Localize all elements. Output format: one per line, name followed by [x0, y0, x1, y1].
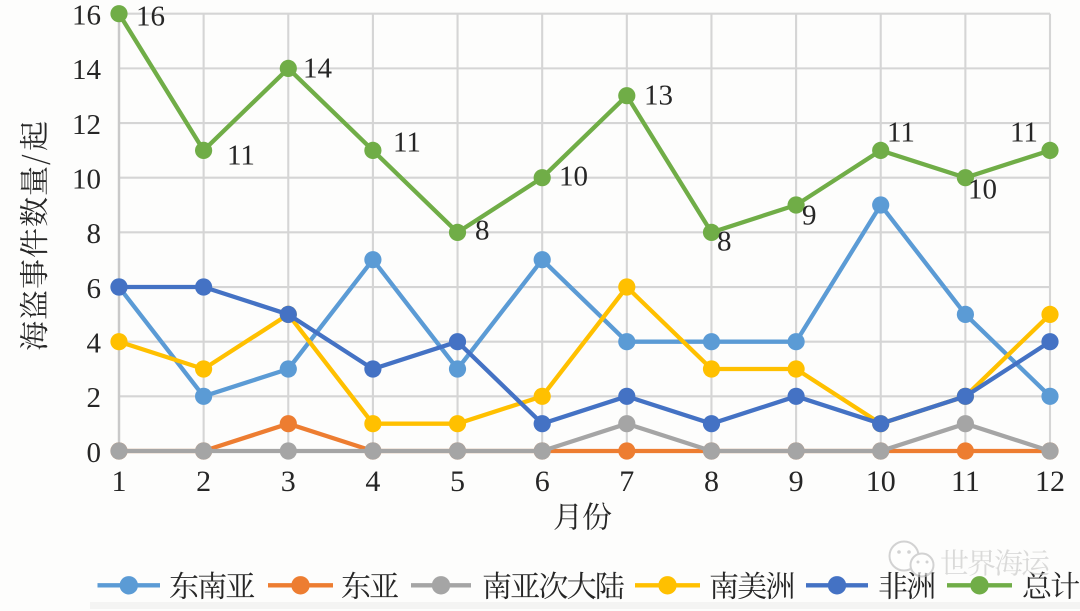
svg-text:8: 8 [475, 215, 490, 247]
svg-text:2: 2 [196, 465, 211, 498]
svg-text:10: 10 [72, 164, 101, 196]
svg-text:10: 10 [866, 465, 896, 498]
svg-text:3: 3 [281, 465, 296, 498]
svg-text:11: 11 [951, 465, 980, 498]
svg-text:8: 8 [87, 218, 102, 250]
svg-text:6: 6 [535, 465, 550, 498]
svg-text:8: 8 [717, 226, 732, 258]
svg-text:11: 11 [887, 117, 915, 149]
svg-text:12: 12 [72, 109, 101, 141]
svg-text:2: 2 [87, 382, 102, 414]
svg-text:8: 8 [704, 465, 719, 498]
svg-text:10: 10 [559, 161, 588, 193]
svg-text:1: 1 [112, 465, 127, 498]
svg-text:4: 4 [365, 465, 380, 498]
svg-text:6: 6 [87, 273, 102, 305]
svg-text:9: 9 [789, 465, 804, 498]
svg-text:11: 11 [227, 140, 255, 172]
svg-text:4: 4 [87, 328, 102, 360]
svg-text:10: 10 [968, 174, 997, 206]
svg-text:12: 12 [1035, 465, 1065, 498]
svg-text:14: 14 [72, 54, 102, 86]
svg-text:11: 11 [1010, 117, 1038, 149]
svg-text:13: 13 [644, 80, 673, 112]
svg-text:16: 16 [136, 1, 165, 33]
svg-text:9: 9 [802, 200, 817, 232]
svg-text:5: 5 [450, 465, 465, 498]
svg-text:11: 11 [393, 127, 421, 159]
svg-text:7: 7 [619, 465, 634, 498]
svg-text:16: 16 [72, 0, 101, 32]
svg-text:14: 14 [303, 53, 333, 85]
svg-text:0: 0 [87, 437, 102, 469]
